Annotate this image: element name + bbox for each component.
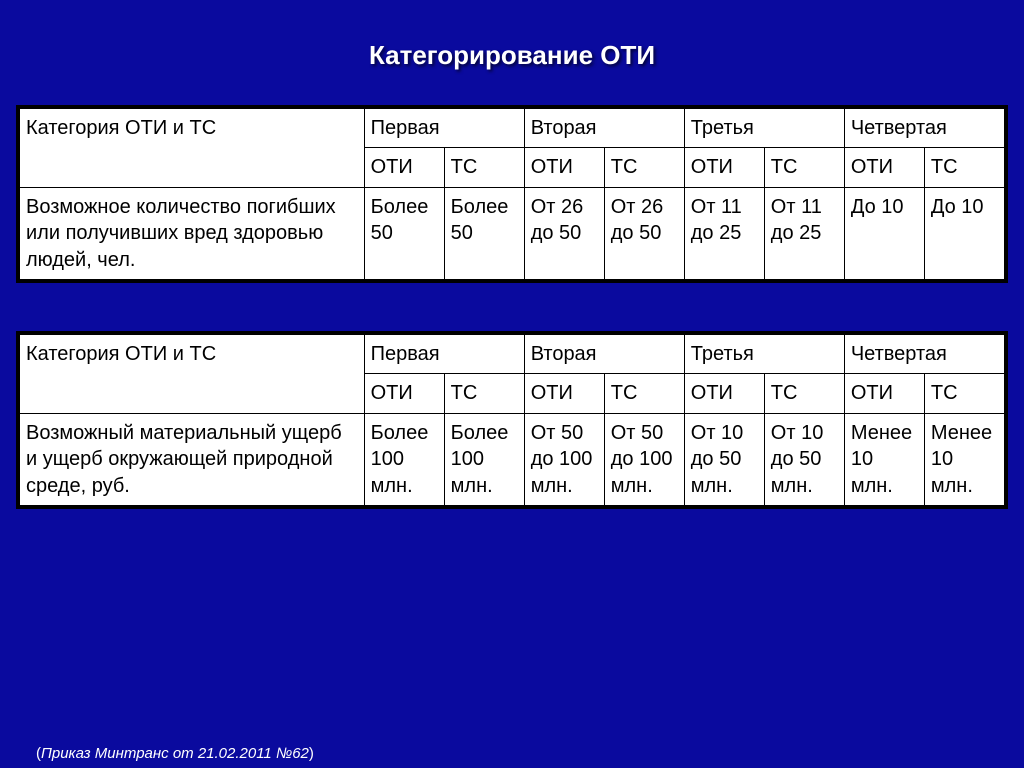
footnote-close: ) (309, 745, 314, 762)
cell-value: Более 100 млн. (444, 413, 524, 505)
cell-value: От 10 до 50 млн. (764, 413, 844, 505)
category-header: Четвертая (844, 109, 1004, 148)
sub-header: ОТИ (684, 374, 764, 413)
sub-header: ТС (604, 374, 684, 413)
sub-header: ОТИ (364, 148, 444, 187)
criterion-label: Возможное количество погибших или получи… (20, 187, 365, 279)
table-casualties: Категория ОТИ и ТС Первая Вторая Третья … (16, 105, 1008, 283)
sub-header: ОТИ (364, 374, 444, 413)
table-row: Категория ОТИ и ТС Первая Вторая Третья … (20, 109, 1005, 148)
footnote: (Приказ Минтранс от 21.02.2011 №62) (36, 745, 314, 762)
sub-header: ТС (764, 374, 844, 413)
table-row: Возможный материальный ущерб и ущерб окр… (20, 413, 1005, 505)
table-1: Категория ОТИ и ТС Первая Вторая Третья … (19, 108, 1005, 280)
cell-value: Более 50 (444, 187, 524, 279)
sub-header: ОТИ (524, 148, 604, 187)
cell-value: От 50 до 100 млн. (604, 413, 684, 505)
category-header: Третья (684, 109, 844, 148)
category-header: Вторая (524, 334, 684, 373)
cell-value: От 10 до 50 млн. (684, 413, 764, 505)
sub-header: ТС (924, 148, 1004, 187)
sub-header: ТС (764, 148, 844, 187)
sub-header: ОТИ (684, 148, 764, 187)
table-row: Категория ОТИ и ТС Первая Вторая Третья … (20, 334, 1005, 373)
sub-header: ТС (444, 374, 524, 413)
cell-value: От 50 до 100 млн. (524, 413, 604, 505)
row-header-label: Категория ОТИ и ТС (20, 334, 365, 413)
cell-value: От 11 до 25 (764, 187, 844, 279)
criterion-label: Возможный материальный ущерб и ущерб окр… (20, 413, 365, 505)
category-header: Третья (684, 334, 844, 373)
sub-header: ОТИ (844, 374, 924, 413)
cell-value: Менее 10 млн. (924, 413, 1004, 505)
category-header: Первая (364, 334, 524, 373)
table-damage: Категория ОТИ и ТС Первая Вторая Третья … (16, 331, 1008, 509)
slide-title: Категорирование ОТИ (0, 0, 1024, 105)
cell-value: До 10 (844, 187, 924, 279)
category-header: Первая (364, 109, 524, 148)
cell-value: Более 100 млн. (364, 413, 444, 505)
cell-value: Менее 10 млн. (844, 413, 924, 505)
sub-header: ОТИ (524, 374, 604, 413)
footnote-text: Приказ Минтранс от 21.02.2011 №62 (41, 745, 309, 762)
sub-header: ТС (924, 374, 1004, 413)
sub-header: ТС (444, 148, 524, 187)
cell-value: От 11 до 25 (684, 187, 764, 279)
table-row: Возможное количество погибших или получи… (20, 187, 1005, 279)
slide: Категорирование ОТИ Категория ОТИ и ТС П… (0, 0, 1024, 768)
cell-value: Более 50 (364, 187, 444, 279)
row-header-label: Категория ОТИ и ТС (20, 109, 365, 188)
sub-header: ТС (604, 148, 684, 187)
category-header: Вторая (524, 109, 684, 148)
cell-value: От 26 до 50 (524, 187, 604, 279)
category-header: Четвертая (844, 334, 1004, 373)
cell-value: От 26 до 50 (604, 187, 684, 279)
table-2: Категория ОТИ и ТС Первая Вторая Третья … (19, 334, 1005, 506)
cell-value: До 10 (924, 187, 1004, 279)
sub-header: ОТИ (844, 148, 924, 187)
